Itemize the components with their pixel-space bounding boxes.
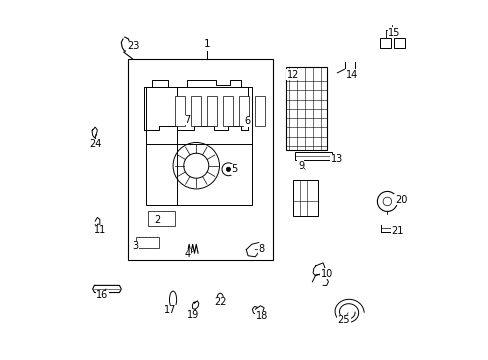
Text: 24: 24	[89, 139, 101, 149]
Text: 7: 7	[184, 115, 190, 125]
Bar	[206, 96, 217, 126]
Text: 1: 1	[203, 39, 210, 49]
Text: 13: 13	[330, 154, 342, 164]
Bar	[146, 87, 251, 205]
Text: 16: 16	[96, 290, 108, 300]
Bar	[380, 38, 390, 48]
Text: 11: 11	[94, 225, 106, 235]
Text: 3: 3	[132, 241, 138, 251]
Bar	[190, 96, 201, 126]
Text: 19: 19	[186, 310, 199, 320]
Text: 10: 10	[320, 269, 332, 279]
Bar	[223, 96, 233, 126]
Text: 15: 15	[387, 28, 400, 38]
Bar	[255, 96, 264, 126]
Bar	[294, 153, 331, 160]
Text: 6: 6	[244, 116, 250, 126]
Text: 12: 12	[286, 69, 298, 80]
Text: 25: 25	[337, 315, 349, 325]
Circle shape	[226, 167, 230, 171]
Bar	[285, 67, 326, 150]
Text: 21: 21	[390, 226, 403, 236]
Text: 14: 14	[345, 69, 357, 80]
Text: 22: 22	[214, 297, 226, 307]
Text: 20: 20	[394, 195, 407, 204]
Text: 2: 2	[154, 215, 160, 225]
Text: 4: 4	[184, 249, 190, 259]
Bar	[393, 38, 404, 48]
Text: 23: 23	[126, 41, 139, 51]
Bar	[239, 96, 248, 126]
Text: 17: 17	[163, 305, 176, 315]
Text: 9: 9	[297, 161, 304, 171]
Text: 5: 5	[231, 164, 237, 174]
Bar	[128, 59, 272, 260]
Bar	[148, 211, 175, 226]
Text: 8: 8	[258, 244, 264, 253]
Text: 18: 18	[255, 311, 267, 321]
Bar	[175, 96, 184, 126]
Bar	[135, 237, 159, 248]
Bar	[292, 180, 317, 216]
